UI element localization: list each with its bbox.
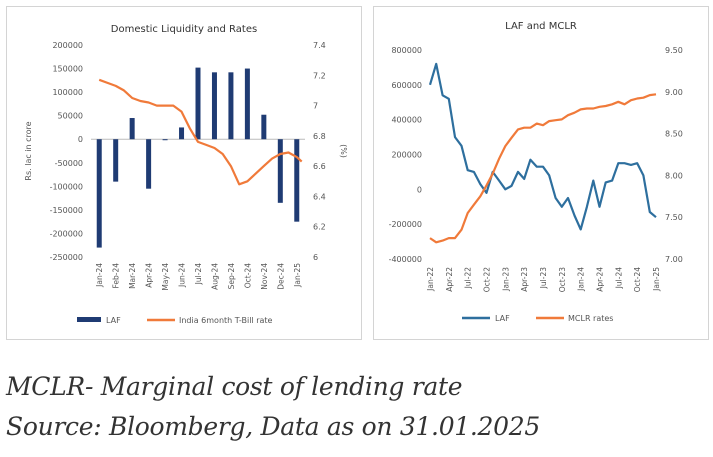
chart2-legend-label-mclr: MCLR rates [568, 314, 613, 323]
chart2-legend-label-laf: LAF [495, 314, 510, 323]
chart2-y2tick-label: 9.00 [665, 88, 683, 97]
chart1-y2tick-label: 7.4 [313, 41, 326, 50]
caption-source: Source: Bloomberg, Data as on 31.01.2025 [6, 412, 540, 441]
chart1-ytick-label: -150000 [50, 206, 83, 215]
chart-domestic-liquidity: Domestic Liquidity and Rates 200000 150000… [6, 6, 362, 340]
chart1-legend-label-laf: LAF [106, 316, 121, 325]
chart1-xtick-label: Sep-24 [227, 263, 236, 290]
chart2-line-laf [428, 62, 657, 231]
chart2-xtick-label: Oct-23 [558, 267, 567, 292]
chart2-xtick-label: Apr-24 [596, 267, 605, 292]
chart1-bar-laf [146, 139, 152, 189]
chart2-ytick-label: 0 [417, 185, 422, 194]
chart1-bar-laf [129, 118, 135, 140]
chart1-legend-label-tbill: India 6month T-Bill rate [179, 316, 273, 325]
chart1-y2label: (%) [339, 144, 348, 158]
chart2-ytick-label: 400000 [391, 116, 422, 125]
chart1-ytick-label: -250000 [50, 253, 83, 262]
chart1-xtick-label: Oct-24 [243, 263, 252, 288]
chart1-ytick-label: 0 [78, 135, 83, 144]
chart1-title: Domestic Liquidity and Rates [111, 24, 257, 35]
chart1-bar-laf [244, 68, 250, 140]
chart1-bar-laf [211, 72, 217, 140]
chart1-ytick-label: 100000 [52, 88, 83, 97]
chart2-y2tick-label: 7.50 [665, 213, 683, 222]
chart2-xtick-label: Apr-23 [520, 267, 529, 292]
chart1-bar-laf [162, 139, 168, 141]
chart2-y2tick-label: 7.00 [665, 255, 683, 264]
chart2-title: LAF and MCLR [505, 21, 577, 32]
chart1-y2tick-label: 7 [313, 102, 318, 111]
chart2-ytick-label: -400000 [389, 255, 422, 264]
chart1-ytick-label: -50000 [55, 159, 83, 168]
chart1-xtick-label: Aug-24 [210, 263, 219, 290]
chart-laf-mclr-svg: LAF and MCLR 800000 600000 400000 200000 0 -20… [389, 21, 683, 323]
chart2-xtick-label: Jul-23 [539, 267, 548, 290]
chart1-xtick-label: Jun-24 [178, 263, 187, 288]
chart1-bar-laf [277, 139, 283, 203]
chart2-xtick-label: Jan-23 [501, 267, 510, 292]
chart2-ytick-label: -200000 [389, 220, 422, 229]
chart1-y2tick-label: 7.2 [313, 71, 326, 80]
chart1-ytick-label: 200000 [52, 41, 83, 50]
chart1-bar-laf [113, 139, 119, 182]
chart1-y2tick-label: 6.6 [313, 162, 326, 171]
chart1-legend-swatch-laf [77, 317, 101, 322]
chart1-xtick-label: Nov-24 [260, 263, 269, 290]
chart1-ytick-label: 50000 [58, 112, 83, 121]
chart1-bar-laf [294, 139, 300, 222]
chart1-xtick-label: May-24 [161, 263, 170, 291]
chart2-line-mclr [429, 93, 657, 244]
chart2-y2tick-label: 9.50 [665, 46, 683, 55]
chart1-ytick-label: -200000 [50, 229, 83, 238]
chart2-xtick-label: Apr-22 [445, 267, 454, 292]
chart-domestic-liquidity-svg: Domestic Liquidity and Rates 200000 150000… [24, 24, 348, 325]
chart2-y2tick-label: 8.00 [665, 171, 683, 180]
chart1-y2tick-label: 6 [313, 253, 318, 262]
chart2-xtick-label: Jan-22 [426, 267, 435, 292]
chart2-xtick-label: Oct-22 [483, 267, 492, 292]
chart1-bar-laf [261, 114, 267, 140]
chart1-xtick-label: Dec-24 [276, 263, 285, 290]
chart2-ytick-label: 600000 [391, 81, 422, 90]
chart2-xtick-label: Oct-24 [633, 267, 642, 292]
chart2-xtick-label: Jan-24 [577, 267, 586, 292]
chart2-ytick-label: 800000 [391, 46, 422, 55]
chart1-xtick-label: Jan-24 [95, 263, 104, 288]
chart1-bar-laf [228, 72, 234, 140]
chart1-xtick-label: Jan-25 [293, 263, 302, 288]
chart1-xtick-label: Feb-24 [112, 263, 121, 289]
chart1-ytick-label: -100000 [50, 182, 83, 191]
chart2-xtick-label: Jul-24 [614, 267, 623, 290]
chart2-y2tick-label: 8.50 [665, 130, 683, 139]
chart1-y2tick-label: 6.8 [313, 132, 326, 141]
chart1-bar-laf [179, 127, 185, 140]
chart1-ytick-label: 150000 [52, 65, 83, 74]
chart2-xtick-label: Jan-25 [652, 267, 661, 292]
chart1-xtick-label: Apr-24 [145, 263, 154, 288]
chart1-y2tick-label: 6.4 [313, 192, 326, 201]
chart1-y2tick-label: 6.2 [313, 223, 326, 232]
chart-laf-mclr: LAF and MCLR 800000 600000 400000 200000 0 -20… [373, 6, 709, 340]
caption-mclr-definition: MCLR- Marginal cost of lending rate [6, 372, 463, 401]
chart1-ylabel: Rs. lac in crore [24, 121, 33, 180]
chart2-ytick-label: 200000 [391, 151, 422, 160]
chart2-xtick-label: Jul-22 [464, 267, 473, 290]
chart1-xtick-label: Mar-24 [128, 263, 137, 289]
chart1-bar-laf [96, 139, 102, 248]
chart1-xtick-label: Jul-24 [194, 263, 203, 286]
chart1-bar-laf [195, 67, 201, 140]
chart1-line-tbill [98, 78, 303, 186]
